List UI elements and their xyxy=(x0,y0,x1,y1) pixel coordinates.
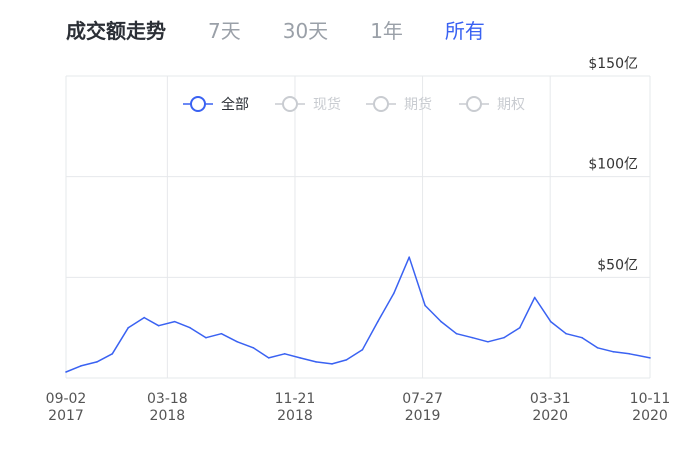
x-tick-label: 09-02 xyxy=(46,391,87,407)
data-point xyxy=(331,363,333,365)
y-axis-ticks: $50亿 $100亿 $150亿 xyxy=(588,56,638,273)
data-point xyxy=(65,371,67,373)
chart-series xyxy=(65,256,651,373)
y-tick-label: $150亿 xyxy=(588,56,638,72)
data-point xyxy=(503,336,505,339)
data-point xyxy=(283,353,286,355)
data-point xyxy=(455,332,458,335)
legend-label: 全部 xyxy=(221,96,249,113)
y-tick-label: $100亿 xyxy=(588,157,638,173)
x-axis-ticks: 09-02201703-18201811-21201807-27201903-3… xyxy=(46,391,671,424)
x-tick-year-label: 2020 xyxy=(632,408,668,424)
data-point xyxy=(392,292,395,295)
legend-marker xyxy=(466,96,482,112)
x-tick-year-label: 2019 xyxy=(405,408,441,424)
legend-item[interactable]: 现货 xyxy=(275,96,341,113)
tab-1y[interactable]: 1年 xyxy=(370,18,403,43)
page-title: 成交额走势 xyxy=(66,18,166,43)
legend-marker xyxy=(373,96,389,112)
tab-7d[interactable]: 7天 xyxy=(208,18,241,43)
x-tick-label: 03-18 xyxy=(147,391,188,407)
legend-marker xyxy=(190,96,206,112)
legend-label: 期货 xyxy=(404,96,432,113)
data-point xyxy=(267,357,270,359)
data-point xyxy=(236,340,239,343)
data-point xyxy=(628,353,631,355)
data-point xyxy=(361,349,364,351)
data-point xyxy=(252,347,255,349)
legend-marker xyxy=(282,96,298,112)
legend-item[interactable]: 期货 xyxy=(366,96,432,113)
y-tick-label: $50亿 xyxy=(597,257,638,273)
legend-label: 现货 xyxy=(313,96,341,113)
data-point xyxy=(96,361,98,363)
data-point xyxy=(345,359,348,361)
data-point xyxy=(80,365,82,367)
data-point xyxy=(377,320,379,323)
chart-legend[interactable]: 全部 现货 期货 期权 xyxy=(183,96,525,113)
x-tick-year-label: 2020 xyxy=(532,408,568,424)
x-tick-year-label: 2017 xyxy=(48,408,84,424)
data-point xyxy=(649,357,651,359)
data-point xyxy=(127,326,130,329)
data-point xyxy=(315,361,317,363)
data-point xyxy=(519,326,521,329)
data-point xyxy=(612,351,615,353)
x-tick-year-label: 2018 xyxy=(150,408,186,424)
x-tick-label: 10-11 xyxy=(630,391,671,407)
data-point xyxy=(471,336,474,339)
legend-label: 期权 xyxy=(497,97,525,113)
tab-30d[interactable]: 30天 xyxy=(282,18,329,43)
data-point xyxy=(487,340,489,343)
x-tick-label: 11-21 xyxy=(275,391,316,407)
data-point xyxy=(408,256,410,259)
data-point xyxy=(111,353,114,355)
header: 成交额走势 7天 30天 1年 所有 xyxy=(66,14,527,44)
data-point xyxy=(205,336,207,339)
x-tick-label: 07-27 xyxy=(402,391,443,407)
legend-item[interactable]: 期权 xyxy=(459,96,525,113)
data-point xyxy=(173,320,176,323)
data-point xyxy=(220,332,223,335)
x-tick-label: 03-31 xyxy=(530,391,571,407)
legend-item[interactable]: 全部 xyxy=(183,96,249,113)
data-point xyxy=(299,357,301,359)
data-point xyxy=(596,347,599,349)
data-point xyxy=(189,326,191,329)
data-point xyxy=(565,332,567,335)
chart-grid xyxy=(65,75,651,379)
tab-all[interactable]: 所有 xyxy=(444,18,485,43)
series-line xyxy=(65,256,651,373)
data-point xyxy=(581,336,583,339)
data-point xyxy=(143,316,146,319)
data-point xyxy=(533,296,536,299)
data-point xyxy=(424,304,426,307)
data-point xyxy=(440,320,442,323)
x-tick-year-label: 2018 xyxy=(277,408,313,424)
data-point xyxy=(549,320,552,323)
data-point xyxy=(157,324,160,327)
